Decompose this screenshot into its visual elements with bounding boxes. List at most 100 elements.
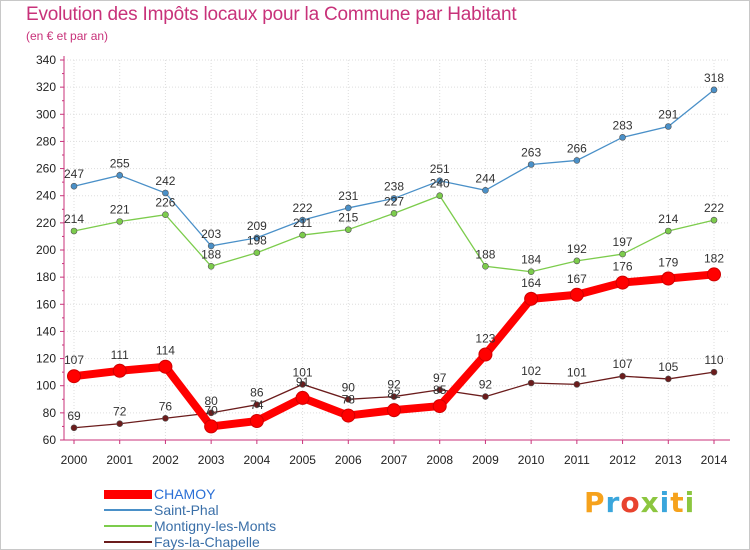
data-label: 247 xyxy=(64,167,84,181)
data-label: 215 xyxy=(338,211,358,225)
series-point xyxy=(162,414,169,422)
series-point xyxy=(253,234,261,242)
series-point xyxy=(344,204,352,212)
series-point xyxy=(619,250,626,258)
data-label: 251 xyxy=(430,162,450,176)
data-label: 209 xyxy=(247,219,267,233)
series-point xyxy=(478,347,493,362)
x-tick-label: 2002 xyxy=(152,453,179,467)
data-label: 101 xyxy=(293,365,313,379)
data-label: 92 xyxy=(387,378,401,392)
logo-letter: o xyxy=(620,486,641,519)
x-tick-label: 2010 xyxy=(518,453,545,467)
series-point xyxy=(619,134,626,141)
series-point xyxy=(664,123,672,130)
legend-label: CHAMOY xyxy=(154,486,216,502)
data-label: 263 xyxy=(521,146,541,160)
series-point xyxy=(710,86,718,94)
data-label: 111 xyxy=(111,348,130,362)
series-point xyxy=(707,267,721,282)
series-point xyxy=(295,390,310,405)
series-point xyxy=(249,414,264,428)
series-point xyxy=(67,369,81,384)
y-tick-label: 240 xyxy=(36,189,56,203)
x-tick-label: 2014 xyxy=(701,453,728,467)
data-label: 101 xyxy=(567,365,587,379)
data-label: 107 xyxy=(613,357,633,371)
series-point xyxy=(527,379,535,387)
data-label: 72 xyxy=(113,405,127,419)
series-point xyxy=(664,227,672,235)
series-point xyxy=(573,257,581,265)
series-point xyxy=(710,368,718,376)
data-label: 238 xyxy=(384,179,404,193)
data-label: 114 xyxy=(156,344,175,358)
data-label: 192 xyxy=(567,242,587,256)
axis-layer: 60 80 100 120 140 160 180 200 220 240 260 280 300 320… xyxy=(36,53,730,467)
series-point xyxy=(116,172,124,179)
legend-swatch xyxy=(104,509,152,511)
y-tick-label: 320 xyxy=(36,80,56,94)
series-point xyxy=(527,161,535,168)
series-point xyxy=(482,186,489,194)
series-point xyxy=(615,275,630,290)
data-label: 164 xyxy=(521,276,541,290)
data-label: 85 xyxy=(433,383,447,397)
x-tick-label: 2001 xyxy=(106,453,133,467)
series-point xyxy=(390,393,398,400)
legend-swatch xyxy=(104,490,152,499)
series-point xyxy=(710,216,718,224)
proxiti-logo: Proxiti xyxy=(584,486,695,519)
x-tick-label: 2011 xyxy=(564,453,590,467)
x-tick-label: 2008 xyxy=(426,453,453,467)
series-point xyxy=(70,227,78,235)
series-point xyxy=(573,157,581,164)
series-point xyxy=(162,189,169,197)
series-point xyxy=(432,399,447,414)
chart-subtitle: (en € et par an) xyxy=(26,29,109,43)
series-point xyxy=(619,372,626,380)
data-label: 240 xyxy=(430,177,450,191)
legend-label: Saint-Phal xyxy=(154,502,219,518)
logo-letter: t xyxy=(670,486,685,519)
series-point xyxy=(341,408,356,423)
data-label: 167 xyxy=(567,272,587,286)
data-label: 214 xyxy=(64,212,84,226)
data-label: 91 xyxy=(296,375,310,389)
data-label: 255 xyxy=(110,156,130,170)
y-tick-label: 80 xyxy=(43,406,57,420)
logo-letter: i xyxy=(659,486,671,519)
series-point xyxy=(299,216,306,224)
y-tick-label: 260 xyxy=(36,162,56,176)
data-label: 105 xyxy=(658,360,678,374)
data-label: 198 xyxy=(247,234,267,248)
series-point xyxy=(344,395,352,403)
legend-label: Montigny-les-Monts xyxy=(154,518,277,534)
logo-letter: r xyxy=(605,486,621,519)
series-point xyxy=(524,291,539,306)
series-point xyxy=(573,381,581,388)
x-tick-label: 2007 xyxy=(381,453,408,467)
logo-letter: P xyxy=(584,486,606,519)
series-point xyxy=(70,182,78,190)
data-label: 107 xyxy=(64,353,84,367)
data-label: 211 xyxy=(293,216,312,230)
y-tick-label: 60 xyxy=(43,433,57,447)
data-label: 70 xyxy=(204,403,218,417)
y-tick-label: 340 xyxy=(36,53,56,67)
data-label: 110 xyxy=(704,353,723,367)
data-label: 221 xyxy=(110,203,130,217)
data-label: 86 xyxy=(250,386,264,400)
data-label: 291 xyxy=(658,108,678,122)
data-label: 76 xyxy=(159,399,173,413)
data-label: 69 xyxy=(67,409,81,423)
data-label: 283 xyxy=(613,118,633,132)
y-tick-label: 100 xyxy=(36,379,56,393)
series-point xyxy=(436,386,444,394)
y-tick-label: 140 xyxy=(36,324,56,338)
legend-swatch xyxy=(104,541,152,543)
y-tick-label: 160 xyxy=(36,297,56,311)
y-tick-label: 180 xyxy=(36,270,56,284)
x-tick-label: 2012 xyxy=(609,453,636,467)
